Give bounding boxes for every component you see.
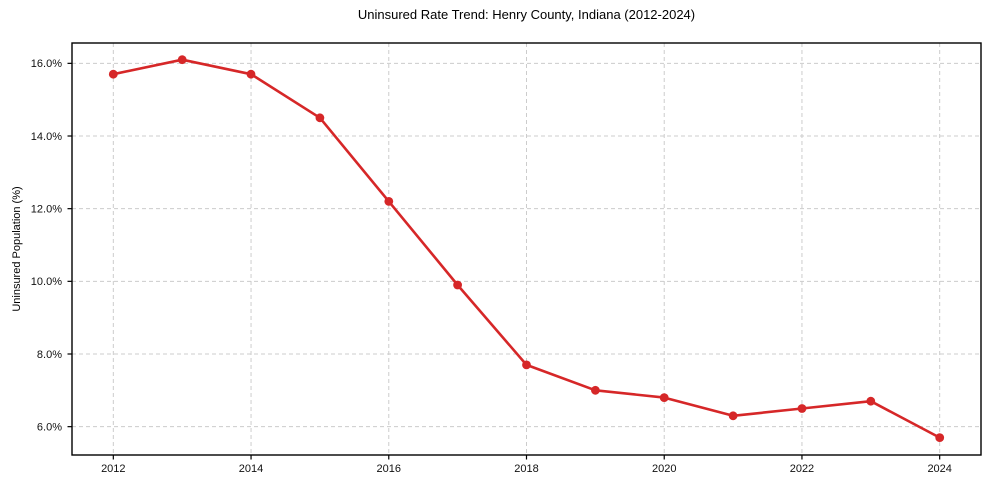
- y-tick-label: 6.0%: [37, 421, 62, 433]
- y-axis-label: Uninsured Population (%): [11, 186, 23, 312]
- y-tick-label: 14.0%: [31, 131, 62, 143]
- x-tick-label: 2014: [239, 463, 263, 475]
- data-point-2020: [659, 393, 669, 402]
- data-point-2017: [453, 280, 462, 290]
- x-tick-label: 2012: [101, 463, 125, 475]
- y-tick-label: 10.0%: [31, 276, 62, 288]
- data-point-2022: [797, 404, 807, 413]
- x-tick-label: 2020: [652, 463, 676, 475]
- x-tick-label: 2018: [514, 463, 538, 475]
- data-point-2016: [384, 197, 394, 206]
- data-point-2021: [728, 411, 738, 421]
- data-point-2014: [246, 69, 256, 79]
- y-tick-label: 12.0%: [31, 203, 62, 215]
- data-point-2013: [177, 55, 187, 65]
- data-point-2018: [522, 360, 531, 370]
- y-tick-label: 16.0%: [31, 58, 62, 70]
- data-point-2024: [935, 433, 945, 442]
- data-point-2012: [108, 69, 118, 79]
- data-point-2015: [315, 113, 325, 123]
- data-point-2023: [866, 396, 876, 406]
- x-tick-label: 2016: [377, 463, 401, 475]
- chart-title: Uninsured Rate Trend: Henry County, Indi…: [357, 7, 696, 22]
- data-point-2019: [591, 385, 600, 395]
- x-tick-label: 2022: [790, 463, 814, 475]
- x-tick-label: 2024: [927, 463, 951, 475]
- y-tick-label: 8.0%: [37, 349, 62, 361]
